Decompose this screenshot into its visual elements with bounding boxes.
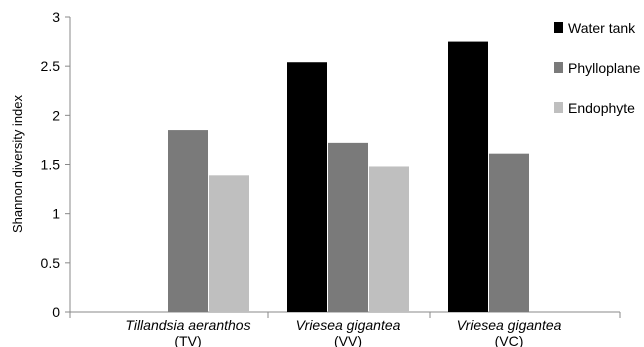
bar: [448, 41, 488, 312]
y-tick-label: 0.5: [41, 255, 61, 271]
x-category-label: Vriesea gigantea: [296, 317, 401, 333]
y-axis-label: Shannon diversity index: [10, 94, 25, 233]
y-tick-label: 3: [52, 9, 60, 25]
legend-label: Endophyte: [568, 100, 635, 116]
bar: [489, 153, 529, 312]
x-category-code: (TV): [174, 333, 201, 347]
y-tick-label: 1.5: [41, 157, 61, 173]
legend-swatch: [554, 102, 563, 113]
bar: [328, 142, 368, 312]
x-category-code: (VV): [334, 333, 362, 347]
bar: [287, 62, 327, 312]
legend-label: Phylloplane: [568, 60, 641, 76]
bar: [209, 175, 249, 312]
legend: Water tank Phylloplane Endophyte: [554, 20, 641, 116]
x-category-label: Tillandsia aeranthos: [125, 317, 250, 333]
legend-swatch: [554, 22, 563, 33]
x-category-code: (VC): [495, 333, 524, 347]
bar: [369, 166, 409, 312]
bar: [168, 130, 208, 312]
y-tick-label: 0: [52, 304, 60, 320]
y-tick-label: 2: [52, 107, 60, 123]
x-category-label: Vriesea gigantea: [457, 317, 562, 333]
plot-area: 0 0.5 1 1.5 2 2.5 3 Tillandsia aeranthos(TV) Vri…: [41, 9, 621, 347]
legend-label: Water tank: [568, 20, 636, 36]
y-tick-label: 1: [52, 206, 60, 222]
legend-swatch: [554, 62, 563, 73]
y-tick-label: 2.5: [41, 58, 61, 74]
